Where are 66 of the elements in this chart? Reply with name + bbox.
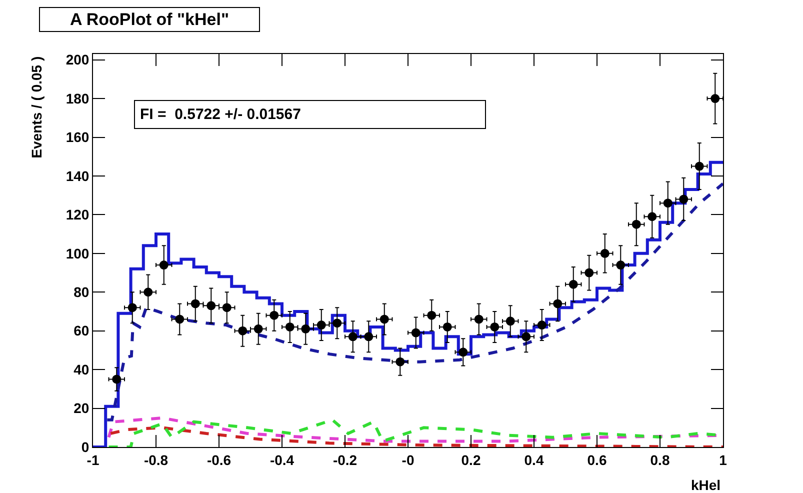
y-tick-label: 80 bbox=[74, 284, 90, 300]
point bbox=[301, 324, 310, 334]
point bbox=[175, 314, 184, 324]
point bbox=[474, 314, 484, 324]
point bbox=[490, 322, 500, 332]
x-tick-label: -0.2 bbox=[332, 452, 358, 468]
point bbox=[222, 303, 232, 312]
point bbox=[616, 260, 626, 270]
point bbox=[112, 374, 122, 384]
x-tick-label: -1 bbox=[86, 452, 100, 468]
x-axis-title: kHel bbox=[691, 477, 721, 493]
point bbox=[537, 320, 546, 330]
x-tick-label: 0.6 bbox=[587, 452, 607, 468]
annotation: FI = 0.5722 +/- 0.01567 bbox=[140, 106, 301, 123]
point bbox=[694, 162, 704, 171]
y-axis-title: Events / ( 0.05 ) bbox=[28, 56, 44, 158]
point bbox=[411, 328, 420, 338]
point bbox=[648, 212, 657, 222]
x-tick-label: 0.8 bbox=[650, 452, 670, 468]
point bbox=[206, 301, 216, 310]
y-tick-label: 100 bbox=[66, 245, 90, 262]
point bbox=[632, 220, 641, 229]
point bbox=[663, 198, 672, 208]
line-series bbox=[106, 182, 723, 422]
y-tick-label: 60 bbox=[74, 322, 90, 339]
point bbox=[553, 299, 562, 308]
point bbox=[144, 288, 153, 297]
y-tick-label: 120 bbox=[66, 206, 90, 223]
y-tick-label: 180 bbox=[66, 90, 90, 106]
point bbox=[332, 318, 342, 328]
point bbox=[679, 194, 688, 204]
x-tick-label: 1 bbox=[719, 452, 728, 468]
point bbox=[128, 303, 137, 312]
x-tick-label: -0.6 bbox=[206, 452, 232, 468]
point bbox=[254, 324, 263, 334]
point bbox=[364, 332, 374, 342]
point bbox=[600, 248, 610, 258]
y-tick-label: 140 bbox=[66, 168, 90, 184]
point bbox=[270, 310, 279, 320]
point bbox=[238, 326, 248, 336]
point bbox=[396, 357, 405, 366]
point bbox=[506, 316, 515, 326]
point bbox=[427, 310, 436, 320]
x-tick-label: 0.2 bbox=[461, 452, 481, 468]
x-tick-label: -0 bbox=[402, 452, 414, 468]
point bbox=[522, 332, 531, 342]
line-series bbox=[109, 426, 723, 447]
y-tick-label: 40 bbox=[74, 361, 90, 378]
point bbox=[348, 332, 358, 342]
point bbox=[285, 322, 294, 332]
point bbox=[159, 260, 168, 270]
x-tick-label: -0.4 bbox=[270, 452, 294, 468]
point bbox=[584, 268, 594, 278]
x-tick-label: 0.4 bbox=[524, 452, 544, 468]
y-tick-label: 160 bbox=[66, 129, 90, 146]
y-tick-label: 200 bbox=[66, 52, 90, 68]
x-tick-label: -0.8 bbox=[144, 452, 168, 468]
point bbox=[380, 314, 389, 324]
point bbox=[568, 280, 578, 289]
point bbox=[316, 320, 326, 330]
point bbox=[458, 348, 468, 357]
point bbox=[442, 322, 452, 332]
y-tick-label: 20 bbox=[74, 400, 90, 416]
point bbox=[190, 299, 200, 308]
chart-title: A RooPlot of "kHel" bbox=[70, 10, 230, 29]
y-tick-label: 0 bbox=[81, 438, 90, 455]
